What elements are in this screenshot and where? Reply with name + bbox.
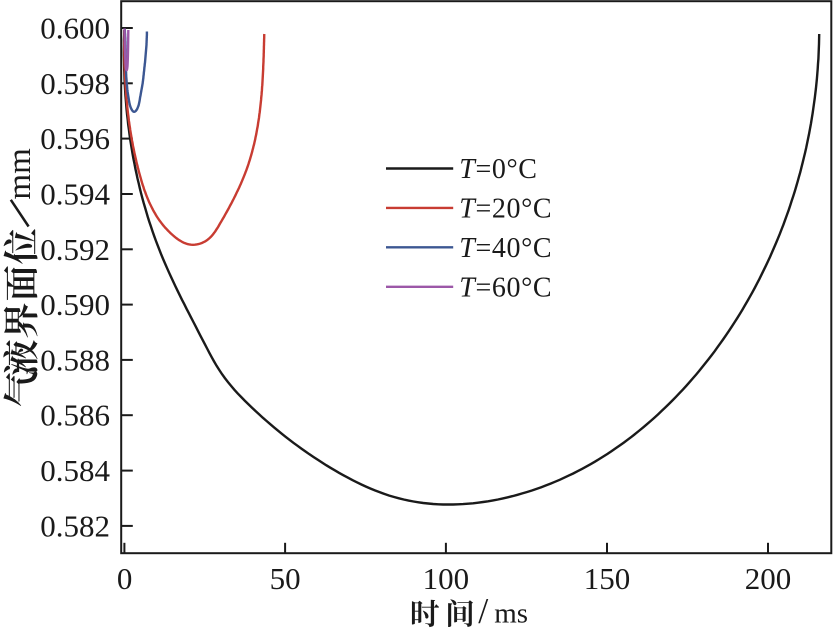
- svg-text:/: /: [478, 591, 488, 631]
- svg-text:0.600: 0.600: [40, 11, 110, 46]
- svg-text:T=20°C: T=20°C: [459, 194, 552, 225]
- svg-text:50: 50: [270, 561, 301, 596]
- svg-text:0: 0: [117, 561, 133, 596]
- svg-text:0.588: 0.588: [40, 342, 110, 377]
- svg-text:mm: mm: [2, 148, 38, 200]
- svg-text:T=60°C: T=60°C: [459, 272, 552, 303]
- svg-text:0.596: 0.596: [40, 121, 110, 156]
- svg-text:0.594: 0.594: [40, 177, 110, 212]
- svg-text:0.584: 0.584: [40, 453, 110, 488]
- svg-text:200: 200: [745, 561, 792, 596]
- svg-text:T=0°C: T=0°C: [459, 154, 537, 185]
- svg-text:0.586: 0.586: [40, 398, 110, 433]
- svg-text:ms: ms: [494, 598, 528, 630]
- svg-text:0.592: 0.592: [40, 232, 110, 267]
- svg-text:0.582: 0.582: [40, 508, 110, 543]
- svg-text:T=40°C: T=40°C: [459, 233, 552, 264]
- svg-text:0.598: 0.598: [40, 66, 110, 101]
- svg-text:150: 150: [584, 561, 631, 596]
- svg-text:100: 100: [423, 561, 470, 596]
- svg-text:0.590: 0.590: [40, 287, 110, 322]
